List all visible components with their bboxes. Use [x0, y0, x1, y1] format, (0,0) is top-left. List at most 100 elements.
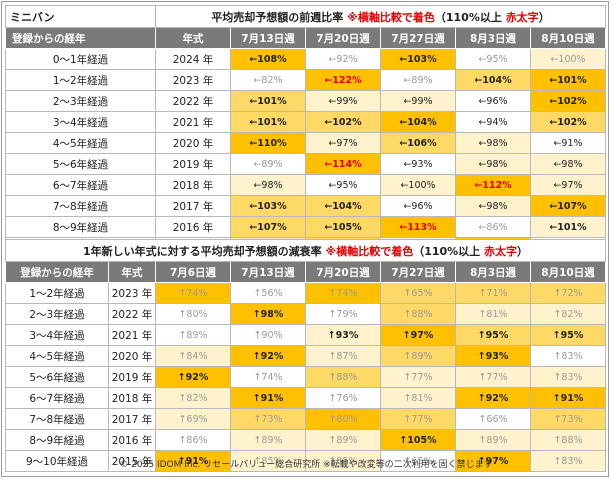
week-header: 8月10日週 — [530, 27, 606, 49]
row-elapsed-label: 9～10年経過 — [5, 450, 109, 472]
value-cell: ↑89% — [305, 429, 381, 451]
week-header: 7月27日週 — [380, 261, 456, 283]
value-cell: ←104% — [380, 111, 456, 133]
row-year-label: 2019 年 — [108, 366, 156, 388]
value-cell: ↑83% — [529, 366, 607, 388]
row-year-label: 2022 年 — [155, 90, 231, 112]
value-cell: ↑91% — [155, 450, 231, 472]
value-cell: ↑81% — [380, 387, 456, 409]
row-year-label: 2017 年 — [108, 408, 156, 430]
section2-title: 1年新しい年式に対する平均売却予想額の減衰率 ※横軸比較で着色（110%以上 赤… — [4, 239, 607, 262]
value-cell: ↑90% — [230, 324, 306, 346]
value-cell: ←106% — [380, 132, 456, 154]
value-cell: ↑86% — [155, 429, 231, 451]
table-row: 6～7年経過 2018 年 ←98% ←95% ←100% ←112% ←97% — [5, 174, 606, 196]
table-row: 8～9年経過 2016 年 ←107% ←105% ←113% ←86% ←101% — [5, 216, 606, 238]
row-year-label: 2020 年 — [155, 132, 231, 154]
section2-title-red: 赤太字 — [484, 244, 518, 258]
col-year-header: 年式 — [155, 27, 231, 49]
copyright-footer: © 2025 IDOM Inc. リセールバリュー総合研究所 ※転載や改変等の二… — [119, 460, 493, 470]
value-cell: ↑89% — [230, 429, 306, 451]
week-header: 8月3日週 — [455, 27, 531, 49]
section1-title-paren-open: （110%以上 — [434, 10, 502, 24]
table-row: 4～5年経過 2020 年 ↑84% ↑92% ↑87% ↑89% ↑93% ↑83% — [5, 345, 607, 367]
value-cell: ↑91% — [230, 387, 306, 409]
value-cell: ↑95% — [455, 324, 531, 346]
value-cell: ←101% — [230, 111, 306, 133]
value-cell: ←101% — [230, 90, 306, 112]
week-header: 7月6日週 — [155, 261, 231, 283]
value-cell: ↑80% — [305, 408, 381, 430]
value-cell: ↑105% — [380, 429, 456, 451]
row-elapsed-label: 2～3年経過 — [5, 90, 156, 112]
value-cell: ←104% — [305, 195, 381, 217]
value-cell: ↑56% — [230, 282, 306, 304]
week-header: 7月13日週 — [230, 261, 306, 283]
row-year-label: 2021 年 — [108, 324, 156, 346]
value-cell: ↑76% — [305, 387, 381, 409]
value-cell: ←101% — [530, 69, 606, 91]
row-elapsed-label: 3～4年経過 — [5, 324, 109, 346]
value-cell: ←96% — [380, 195, 456, 217]
value-cell: ←98% — [530, 153, 606, 175]
week-header: 8月3日週 — [455, 261, 531, 283]
value-cell: ↑74% — [155, 282, 231, 304]
table-row: 7～8年経過 2017 年 ↑69% ↑73% ↑80% ↑77% ↑66% ↑73% — [5, 408, 607, 430]
value-cell: ↑92% — [455, 387, 531, 409]
value-cell: ←103% — [380, 48, 456, 70]
value-cell: ↑84% — [155, 345, 231, 367]
row-year-label: 2017 年 — [155, 195, 231, 217]
row-year-label: 2021 年 — [155, 111, 231, 133]
value-cell: ←100% — [530, 48, 606, 70]
value-cell: ←102% — [530, 111, 606, 133]
value-cell: ←95% — [305, 174, 381, 196]
table-row: 5～6年経過 2019 年 ←89% ←114% ←93% ←98% ←98% — [5, 153, 606, 175]
value-cell: ←89% — [230, 153, 306, 175]
weekly-ratio-table: ミニバン 平均売却予想額の前週比率 ※横軸比較で着色（110%以上 赤太字） 登… — [5, 5, 606, 259]
week-header: 8月10日週 — [529, 261, 607, 283]
section1-title-main: 平均売却予想額の前週比率 — [211, 10, 344, 24]
value-cell: ←94% — [455, 111, 531, 133]
row-year-label: 2023 年 — [155, 69, 231, 91]
value-cell: ↑66% — [455, 408, 531, 430]
section2-title-paren-close: ） — [517, 244, 529, 258]
week-header: 7月20日週 — [305, 261, 381, 283]
table-row: 1～2年経過 2023 年 ↑74% ↑56% ↑74% ↑65% ↑71% ↑72% — [5, 282, 607, 304]
row-elapsed-label: 6～7年経過 — [5, 174, 156, 196]
row-year-label: 2018 年 — [155, 174, 231, 196]
value-cell: ↑74% — [305, 282, 381, 304]
section1-title: 平均売却予想額の前週比率 ※横軸比較で着色（110%以上 赤太字） — [155, 5, 606, 28]
value-cell: ↑79% — [305, 303, 381, 325]
value-cell: ↑73% — [529, 408, 607, 430]
row-elapsed-label: 1～2年経過 — [5, 282, 109, 304]
value-cell: ↑93% — [455, 345, 531, 367]
value-cell: ←97% — [530, 174, 606, 196]
row-year-label: 2023 年 — [108, 282, 156, 304]
row-elapsed-label: 4～5年経過 — [5, 132, 156, 154]
table-row: 0～1年経過 2024 年 ←108% ←92% ←103% ←95% ←100% — [5, 48, 606, 70]
row-year-label: 2015 年 — [108, 450, 156, 472]
value-cell: ↑88% — [305, 366, 381, 388]
col-elapsed-header: 登録からの経年 — [5, 27, 156, 49]
value-cell: ←99% — [380, 90, 456, 112]
value-cell: ←82% — [230, 69, 306, 91]
value-cell: ←101% — [530, 216, 606, 238]
value-cell: ↑82% — [155, 387, 231, 409]
week-header: 7月20日週 — [305, 27, 381, 49]
col-elapsed-header: 登録からの経年 — [5, 261, 109, 283]
value-cell: ↑91% — [529, 387, 607, 409]
value-cell: ↑88% — [529, 429, 607, 451]
value-cell: ↑89% — [155, 324, 231, 346]
row-elapsed-label: 7～8年経過 — [5, 408, 109, 430]
row-year-label: 2018 年 — [108, 387, 156, 409]
value-cell: ↑97% — [380, 324, 456, 346]
decay-rate-table: 1年新しい年式に対する平均売却予想額の減衰率 ※横軸比較で着色（110%以上 赤… — [4, 239, 607, 472]
value-cell: ↑85% — [305, 450, 381, 472]
section1-title-red: 赤太字 — [505, 10, 539, 24]
table-row: 4～5年経過 2020 年 ←110% ←97% ←106% ←98% ←91% — [5, 132, 606, 154]
row-elapsed-label: 2～3年経過 — [5, 303, 109, 325]
value-cell: ↑71% — [455, 282, 531, 304]
value-cell: ←100% — [380, 174, 456, 196]
category-label: ミニバン — [5, 5, 156, 28]
row-year-label: 2016 年 — [108, 429, 156, 451]
